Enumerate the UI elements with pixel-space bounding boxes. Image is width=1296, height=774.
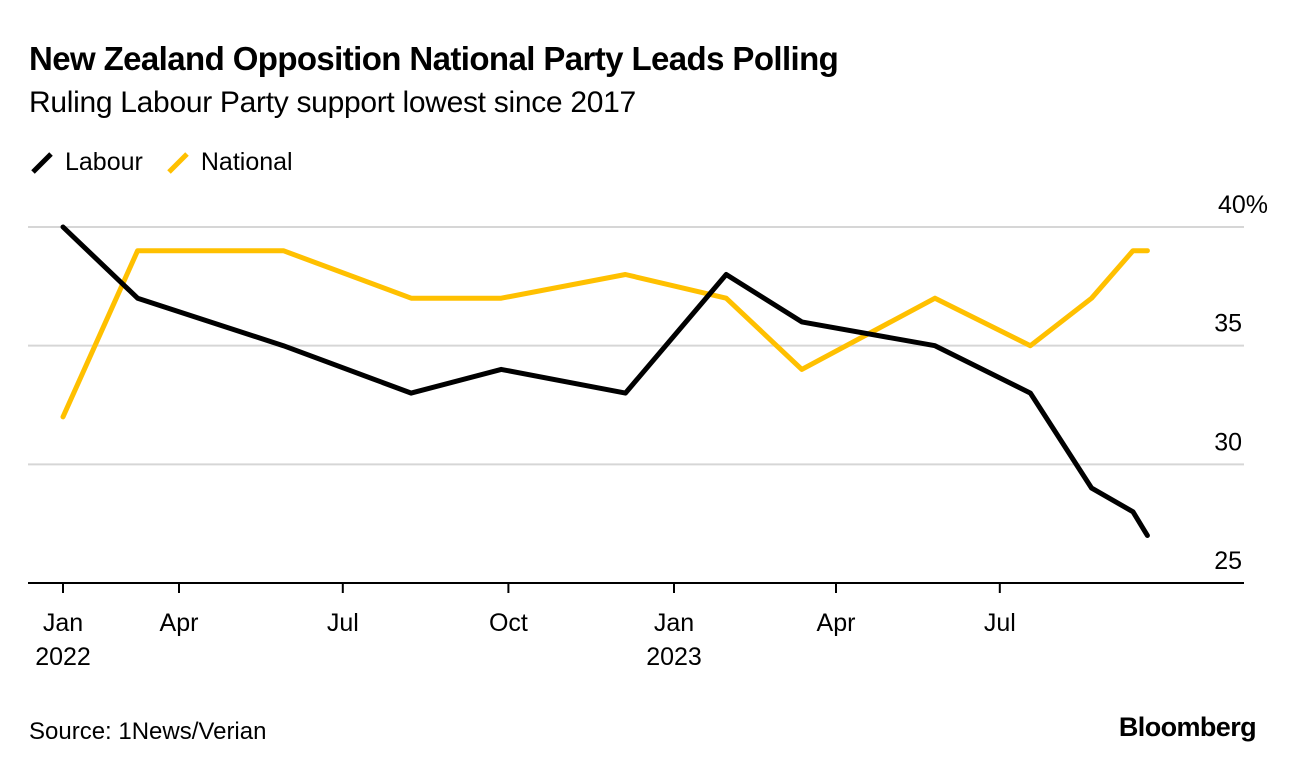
y-tick-label: 35 — [1214, 310, 1242, 338]
chart-title: New Zealand Opposition National Party Le… — [29, 40, 839, 77]
x-tick-year-label: 2022 — [35, 643, 91, 671]
x-tick-label: Apr — [160, 609, 199, 637]
x-tick-label: Jan — [654, 609, 694, 637]
bloomberg-logo: Bloomberg — [1118, 712, 1257, 742]
y-tick-label: 40% — [1218, 191, 1268, 219]
legend-swatch-national — [167, 151, 189, 174]
legend-label-labour: Labour — [65, 148, 143, 176]
legend-item-labour: Labour — [29, 148, 143, 177]
y-tick-label: 30 — [1214, 428, 1242, 456]
series-lines — [60, 224, 1150, 538]
legend: Labour National — [29, 148, 315, 177]
series-line-labour — [60, 224, 1150, 538]
gridlines — [28, 226, 1244, 466]
x-tick-label: Jan — [43, 609, 83, 637]
series-line-national — [60, 248, 1150, 420]
legend-swatch-labour — [31, 151, 53, 174]
x-axis: Jan 2022 Apr Jul Oct Jan 2023 Apr Jul — [28, 582, 1244, 671]
y-axis: 40% 35 30 25 — [1214, 191, 1268, 575]
x-tick-label: Jul — [984, 609, 1016, 637]
x-tick-label: Apr — [817, 609, 856, 637]
legend-item-national: National — [165, 148, 293, 177]
source-note: Source: 1News/Verian — [29, 718, 267, 745]
x-tick-year-label: 2023 — [646, 643, 702, 671]
chart-subtitle: Ruling Labour Party support lowest since… — [29, 86, 636, 119]
y-tick-label: 25 — [1214, 547, 1242, 575]
legend-label-national: National — [200, 148, 293, 176]
x-tick-label: Oct — [489, 609, 528, 637]
x-tick-label: Jul — [327, 609, 359, 637]
